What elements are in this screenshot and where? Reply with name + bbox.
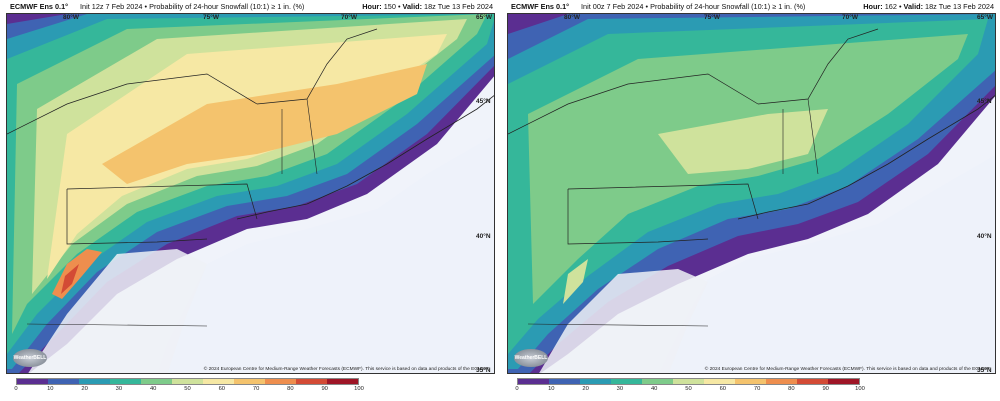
lat-35-label: 35°N	[977, 367, 992, 374]
colorbar-tick-label: 50	[685, 386, 692, 392]
colorbar-swatch	[296, 379, 327, 384]
colorbar-swatch	[735, 379, 766, 384]
hour-valid: Hour: 162 • Valid: 18z Tue 13 Feb 2024	[863, 2, 994, 11]
valid-value: 18z Tue 13 Feb 2024	[925, 2, 994, 11]
map-panel-left: ECMWF Ens 0.1° Init 12z 7 Feb 2024 • Pro…	[4, 0, 497, 401]
colorbar-tick-label: 10	[47, 386, 54, 392]
colorbar-tick-label: 30	[616, 386, 624, 392]
colorbar	[16, 378, 359, 385]
lon-75-label: 75°W	[203, 14, 219, 21]
valid-label: Valid:	[402, 2, 422, 11]
snowfall-probability-map: 80°W 75°W 70°W 65°W 45°N 40°N 35°N Weath…	[6, 13, 495, 374]
colorbar-swatch	[673, 379, 704, 384]
colorbar-swatch	[141, 379, 172, 384]
copyright-text: © 2024 European Centre for Medium-Range …	[704, 367, 991, 372]
colorbar-tick-label: 30	[115, 386, 123, 392]
colorbar-swatch	[172, 379, 203, 384]
weatherbell-logo: WeatherBELL	[514, 349, 548, 367]
colorbar-swatch	[704, 379, 735, 384]
panel-separator	[498, 0, 503, 401]
lon-75-label: 75°W	[704, 14, 720, 21]
colorbar-tick-label: 80	[287, 386, 294, 392]
colorbar-swatch	[549, 379, 580, 384]
colorbar-swatch	[611, 379, 642, 384]
colorbar-tick-label: 80	[788, 386, 795, 392]
init-description: Init 00z 7 Feb 2024 • Probability of 24-…	[581, 2, 806, 11]
map-panel-right: ECMWF Ens 0.1° Init 00z 7 Feb 2024 • Pro…	[505, 0, 998, 401]
lat-40-label: 40°N	[977, 233, 992, 240]
colorbar-tick-label: 50	[184, 386, 191, 392]
colorbar-swatch	[828, 379, 859, 384]
colorbar-tick-label: 60	[218, 386, 226, 392]
colorbar-swatch	[234, 379, 265, 384]
colorbar-swatch	[203, 379, 234, 384]
lon-65-label: 65°W	[476, 14, 492, 21]
colorbar-tick-label: 10	[548, 386, 555, 392]
colorbar-ticks: 0 10 20 30 40 50 60 70 80 90 100	[515, 386, 864, 396]
colorbar-swatch	[79, 379, 110, 384]
colorbar-tick-label: 70	[252, 386, 260, 392]
model-name: ECMWF Ens 0.1°	[10, 2, 69, 11]
colorbar-tick-label: 40	[149, 386, 157, 392]
colorbar-swatch	[327, 379, 358, 384]
colorbar-swatch	[110, 379, 141, 384]
valid-value: 18z Tue 13 Feb 2024	[424, 2, 493, 11]
lon-80-label: 80°W	[63, 14, 79, 21]
colorbar-tick-label: 100	[354, 386, 364, 392]
colorbar-swatch	[642, 379, 673, 384]
colorbar-tick-label: 20	[582, 386, 589, 392]
panel-header: ECMWF Ens 0.1° Init 00z 7 Feb 2024 • Pro…	[505, 0, 998, 13]
colorbar-tick-label: 100	[855, 386, 865, 392]
colorbar-swatch	[265, 379, 296, 384]
colorbar-ticks: 0 10 20 30 40 50 60 70 80 90 100	[14, 386, 363, 396]
lat-45-label: 45°N	[977, 98, 992, 105]
colorbar-tick-label: 70	[753, 386, 761, 392]
colorbar-swatch	[797, 379, 828, 384]
lat-45-label: 45°N	[476, 98, 491, 105]
panel-header: ECMWF Ens 0.1° Init 12z 7 Feb 2024 • Pro…	[4, 0, 497, 13]
colorbar-tick-label: 0	[14, 386, 18, 392]
init-description: Init 12z 7 Feb 2024 • Probability of 24-…	[80, 2, 305, 11]
lon-70-label: 70°W	[341, 14, 357, 21]
colorbar-tick-label: 90	[822, 386, 829, 392]
lon-80-label: 80°W	[564, 14, 580, 21]
weatherbell-logo: WeatherBELL	[13, 349, 47, 367]
lat-40-label: 40°N	[476, 233, 491, 240]
colorbar-tick-label: 40	[650, 386, 658, 392]
colorbar-swatch	[48, 379, 79, 384]
snowfall-probability-map: 80°W 75°W 70°W 65°W 45°N 40°N 35°N Weath…	[507, 13, 996, 374]
colorbar-tick-label: 90	[321, 386, 328, 392]
colorbar-swatch	[518, 379, 549, 384]
colorbar-swatch	[580, 379, 611, 384]
lon-65-label: 65°W	[977, 14, 993, 21]
hour-label: Hour:	[863, 2, 883, 11]
lat-35-label: 35°N	[476, 367, 491, 374]
map-graphic	[7, 14, 494, 373]
hour-value: 150	[383, 2, 396, 11]
colorbar-tick-label: 20	[81, 386, 88, 392]
colorbar-swatch	[17, 379, 48, 384]
colorbar-swatch	[766, 379, 797, 384]
lon-70-label: 70°W	[842, 14, 858, 21]
hour-value: 162	[884, 2, 897, 11]
copyright-text: © 2024 European Centre for Medium-Range …	[203, 367, 490, 372]
colorbar	[517, 378, 860, 385]
map-graphic	[508, 14, 995, 373]
hour-valid: Hour: 150 • Valid: 18z Tue 13 Feb 2024	[362, 2, 493, 11]
hour-label: Hour:	[362, 2, 382, 11]
valid-label: Valid:	[903, 2, 923, 11]
model-name: ECMWF Ens 0.1°	[511, 2, 570, 11]
colorbar-tick-label: 0	[515, 386, 519, 392]
colorbar-tick-label: 60	[719, 386, 727, 392]
